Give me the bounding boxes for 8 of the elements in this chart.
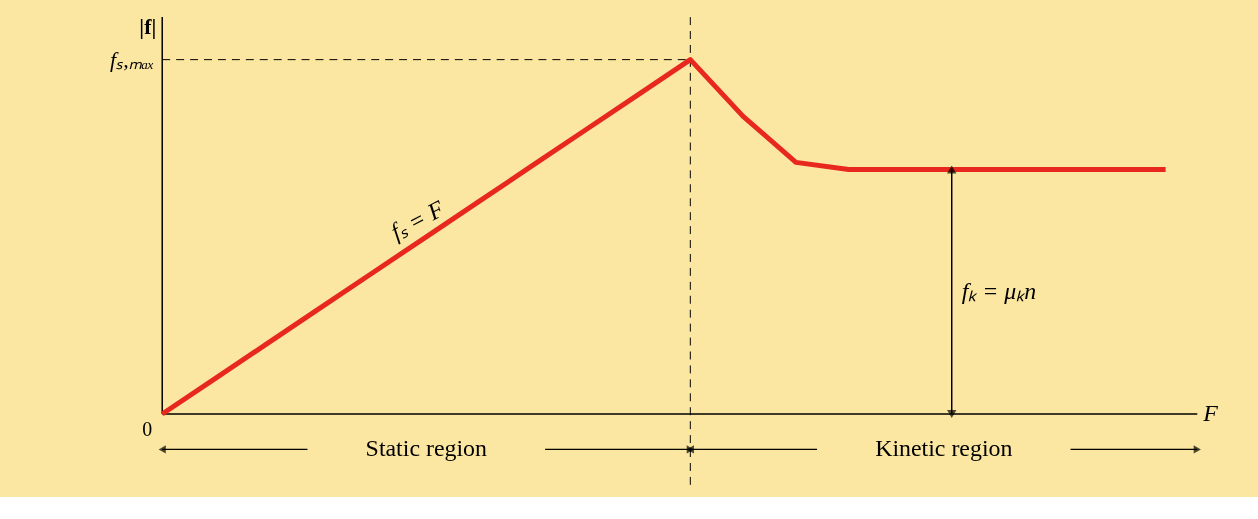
y-axis-title: |f| (139, 14, 157, 40)
text: Kinetic region (875, 435, 1013, 462)
text: Static region (365, 435, 487, 462)
annotation: fₖ = μₖn (961, 277, 1037, 304)
text: 0 (142, 417, 153, 440)
x-axis-title: F (1202, 399, 1219, 426)
annotation: fₛ = F (386, 195, 449, 245)
text: fₛ,ₘₐₓ (110, 46, 155, 72)
